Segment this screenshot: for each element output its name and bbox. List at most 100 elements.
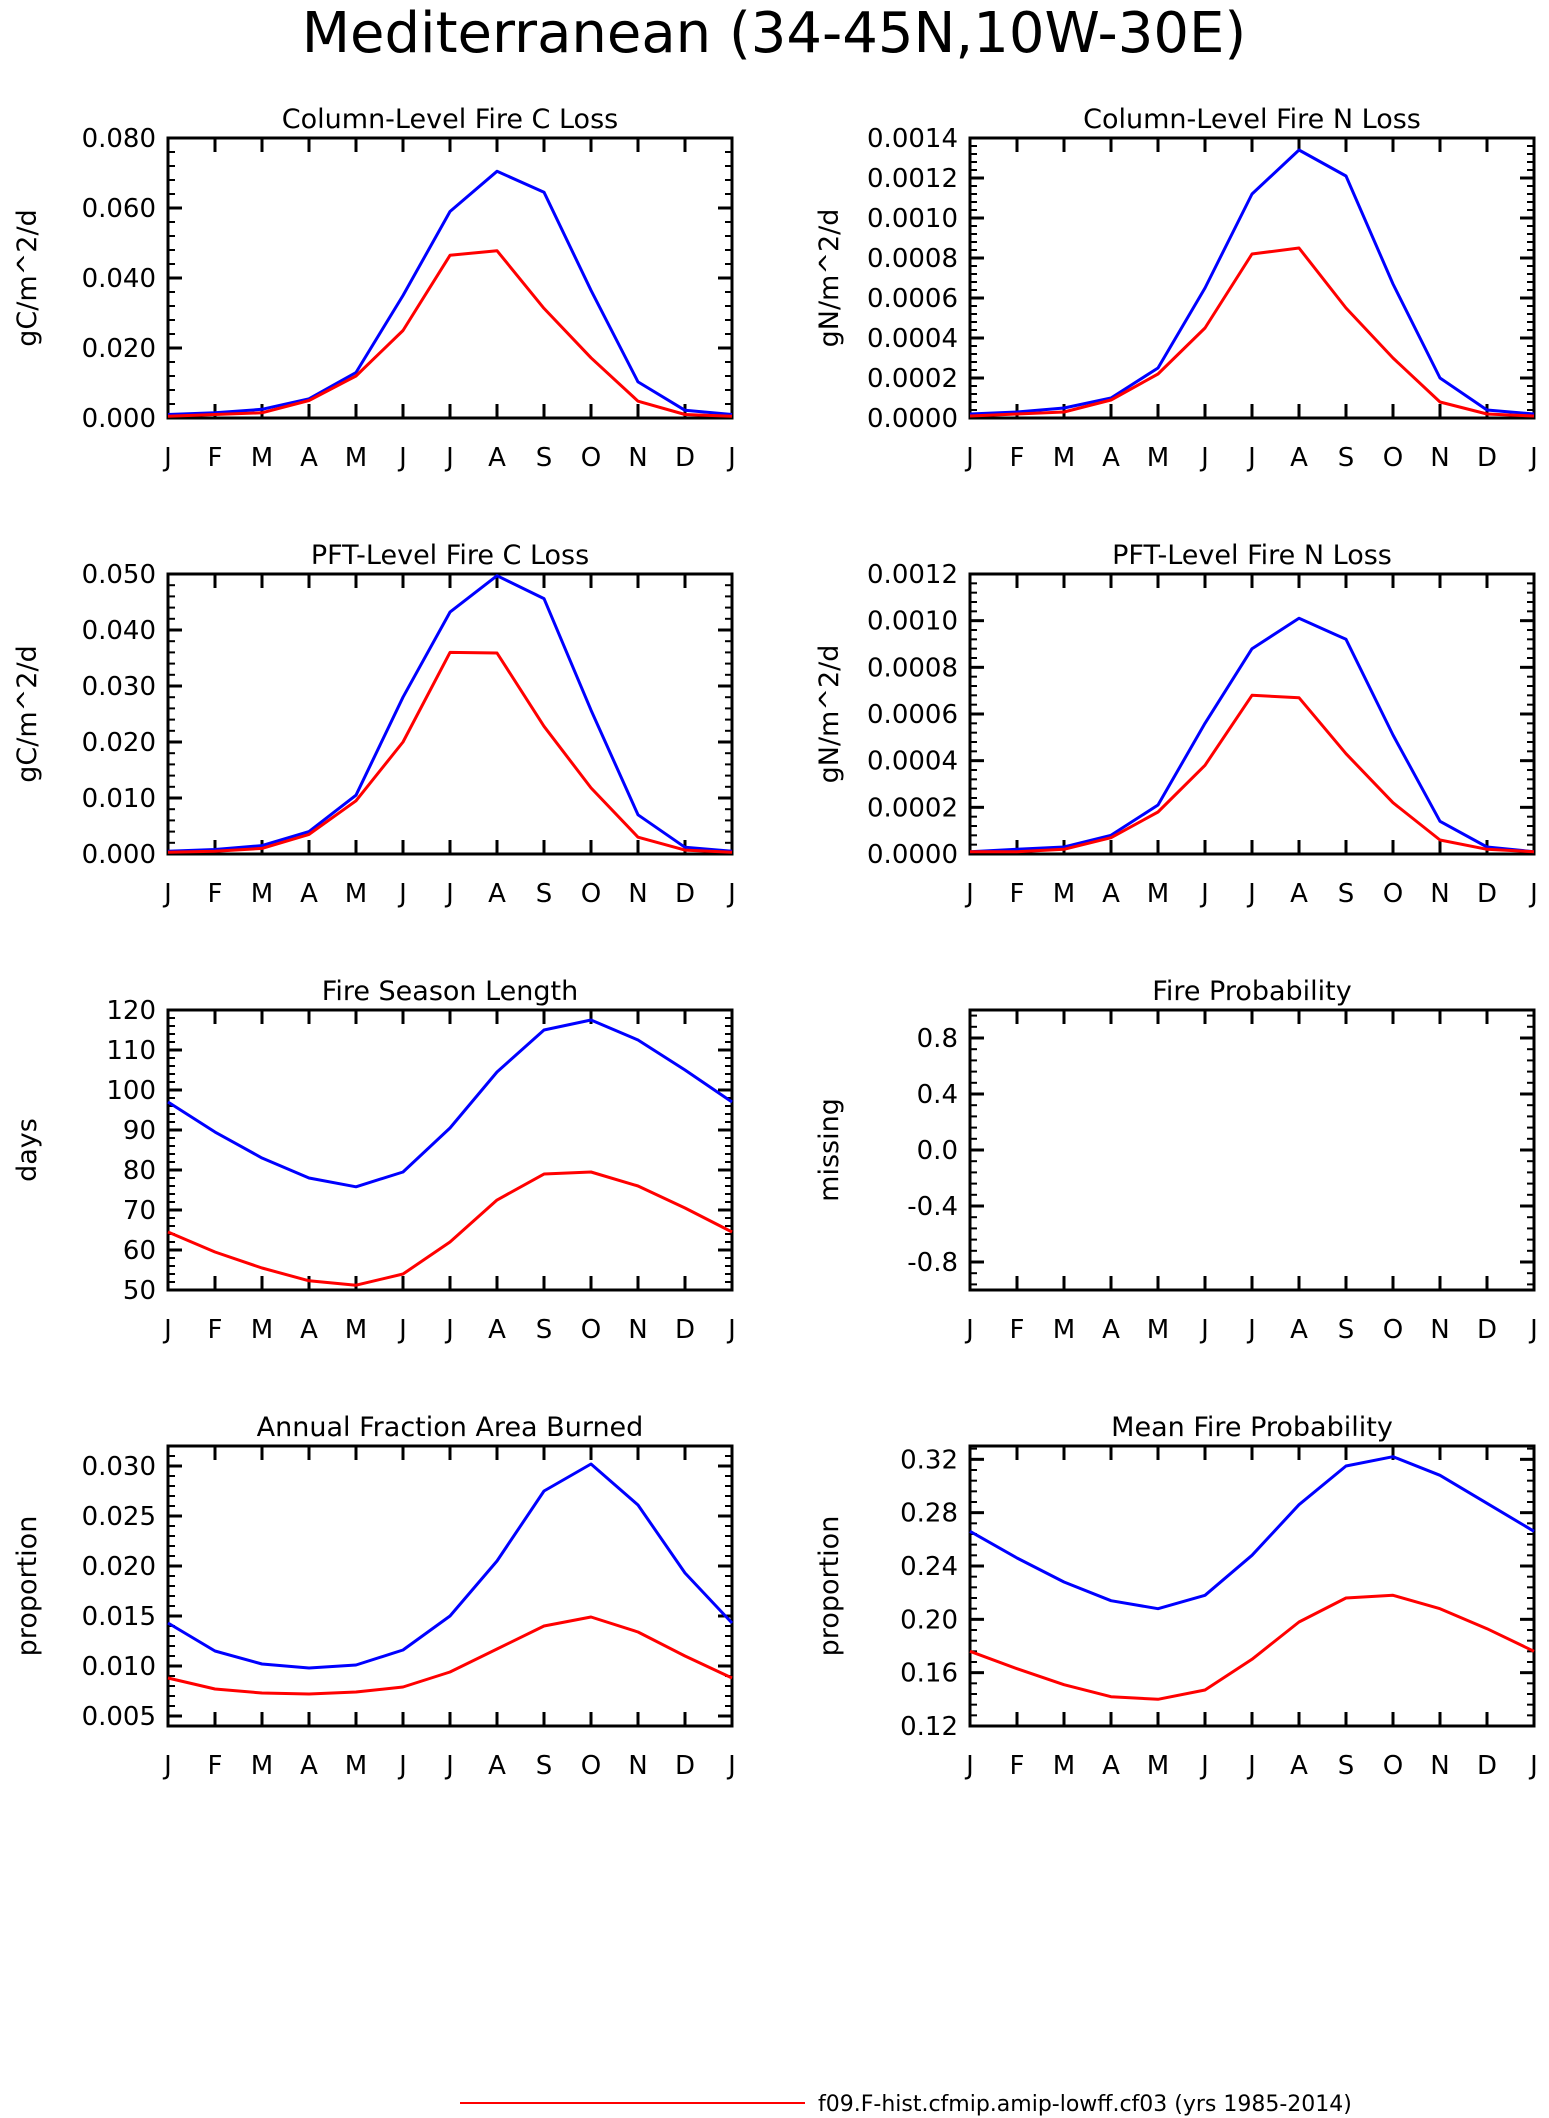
x-tick-label: J xyxy=(1528,1751,1538,1781)
x-tick-label: J xyxy=(444,879,454,909)
x-tick-label: J xyxy=(1199,443,1209,473)
x-tick-label: J xyxy=(162,443,172,473)
x-tick-label: N xyxy=(1430,443,1449,473)
y-tick-label: 0.0002 xyxy=(867,364,958,394)
y-tick-label: 0.020 xyxy=(82,728,156,758)
x-tick-label: M xyxy=(345,879,367,909)
y-tick-label: -0.8 xyxy=(907,1248,958,1278)
x-tick-label: M xyxy=(345,1751,367,1781)
panel-title: Mean Fire Probability xyxy=(1111,1412,1393,1443)
y-tick-label: 0.12 xyxy=(900,1712,958,1742)
x-tick-label: J xyxy=(964,443,974,473)
y-tick-label: 0.005 xyxy=(82,1702,156,1732)
x-tick-label: J xyxy=(162,1751,172,1781)
x-tick-label: O xyxy=(1383,1751,1403,1781)
x-tick-label: S xyxy=(1338,879,1355,909)
x-tick-label: J xyxy=(397,443,407,473)
x-tick-label: F xyxy=(208,1751,223,1781)
x-tick-label: A xyxy=(488,1751,506,1781)
series-line-2 xyxy=(969,1593,1535,1701)
x-tick-label: D xyxy=(1477,1315,1497,1345)
plot-frame xyxy=(968,1444,1536,1728)
x-tick-label: M xyxy=(1147,879,1169,909)
y-tick-label: 0.0010 xyxy=(867,607,958,637)
y-tick-label: 0.025 xyxy=(82,1502,156,1532)
y-tick-label: 0.24 xyxy=(900,1552,958,1582)
y-axis-label: days xyxy=(12,1118,43,1182)
series-line-2 xyxy=(167,1615,733,1696)
x-tick-label: A xyxy=(300,443,318,473)
y-tick-label: 0.0004 xyxy=(867,747,958,777)
x-tick-label: D xyxy=(1477,1751,1497,1781)
y-tick-label: 0.000 xyxy=(82,840,156,870)
series-line-1 xyxy=(167,1018,733,1189)
y-tick-label: 0.0006 xyxy=(867,700,958,730)
plot-frame xyxy=(166,1444,734,1728)
series-line-1 xyxy=(969,1455,1535,1611)
x-tick-label: A xyxy=(1102,1315,1120,1345)
y-tick-label: 0.060 xyxy=(82,194,156,224)
x-tick-label: J xyxy=(1528,879,1538,909)
y-tick-label: 0.040 xyxy=(82,264,156,294)
panel-title: Fire Probability xyxy=(1152,976,1352,1007)
x-tick-label: J xyxy=(726,1751,736,1781)
series-line-2 xyxy=(167,249,733,418)
x-tick-label: O xyxy=(581,443,601,473)
x-tick-label: A xyxy=(300,1751,318,1781)
series-line-1 xyxy=(167,574,733,853)
x-tick-label: S xyxy=(536,879,553,909)
x-tick-label: J xyxy=(964,879,974,909)
series-line-2 xyxy=(167,1170,733,1287)
y-tick-label: 0.0010 xyxy=(867,204,958,234)
series-line-1 xyxy=(167,1462,734,1670)
x-tick-label: F xyxy=(208,1315,223,1345)
y-axis-label: gC/m^2/d xyxy=(12,209,43,346)
y-axis-label: proportion xyxy=(814,1516,845,1657)
x-tick-label: J xyxy=(397,1751,407,1781)
x-tick-label: A xyxy=(488,1315,506,1345)
x-tick-label: M xyxy=(1053,1315,1075,1345)
x-tick-label: J xyxy=(162,1315,172,1345)
x-tick-label: M xyxy=(1053,443,1075,473)
y-tick-label: 0.0008 xyxy=(867,244,958,274)
y-tick-label: 0.0012 xyxy=(867,164,958,194)
y-tick-label: 0.020 xyxy=(82,1552,156,1582)
y-tick-label: 0.010 xyxy=(82,784,156,814)
x-tick-label: O xyxy=(1383,1315,1403,1345)
x-tick-label: A xyxy=(1290,879,1308,909)
y-tick-label: 0.0000 xyxy=(867,404,958,434)
x-tick-label: J xyxy=(444,1315,454,1345)
x-tick-label: A xyxy=(1290,1315,1308,1345)
y-tick-label: 0.0 xyxy=(917,1136,958,1166)
x-tick-label: J xyxy=(444,443,454,473)
x-tick-label: J xyxy=(1246,879,1256,909)
y-tick-label: 50 xyxy=(123,1276,156,1306)
x-tick-label: J xyxy=(397,879,407,909)
x-tick-label: J xyxy=(1246,1315,1256,1345)
plot-frame xyxy=(968,136,1536,420)
x-tick-label: A xyxy=(488,443,506,473)
y-tick-label: 0.050 xyxy=(82,560,156,590)
x-tick-label: O xyxy=(581,879,601,909)
x-tick-label: M xyxy=(1147,1315,1169,1345)
x-tick-label: O xyxy=(1383,443,1403,473)
panel-title: Fire Season Length xyxy=(322,976,578,1007)
y-tick-label: 0.20 xyxy=(900,1605,958,1635)
y-tick-label: 0.0012 xyxy=(867,560,958,590)
x-tick-label: F xyxy=(208,879,223,909)
series-line-1 xyxy=(167,169,733,416)
x-tick-label: M xyxy=(345,1315,367,1345)
series-line-2 xyxy=(969,246,1535,418)
x-tick-label: S xyxy=(1338,1315,1355,1345)
y-tick-label: 0.0002 xyxy=(867,793,958,823)
x-tick-label: M xyxy=(1147,443,1169,473)
y-tick-label: 0.015 xyxy=(82,1602,156,1632)
x-tick-label: S xyxy=(1338,1751,1355,1781)
x-tick-label: M xyxy=(251,443,273,473)
y-tick-label: 0.030 xyxy=(82,672,156,702)
x-tick-label: J xyxy=(1528,1315,1538,1345)
x-tick-label: A xyxy=(300,879,318,909)
